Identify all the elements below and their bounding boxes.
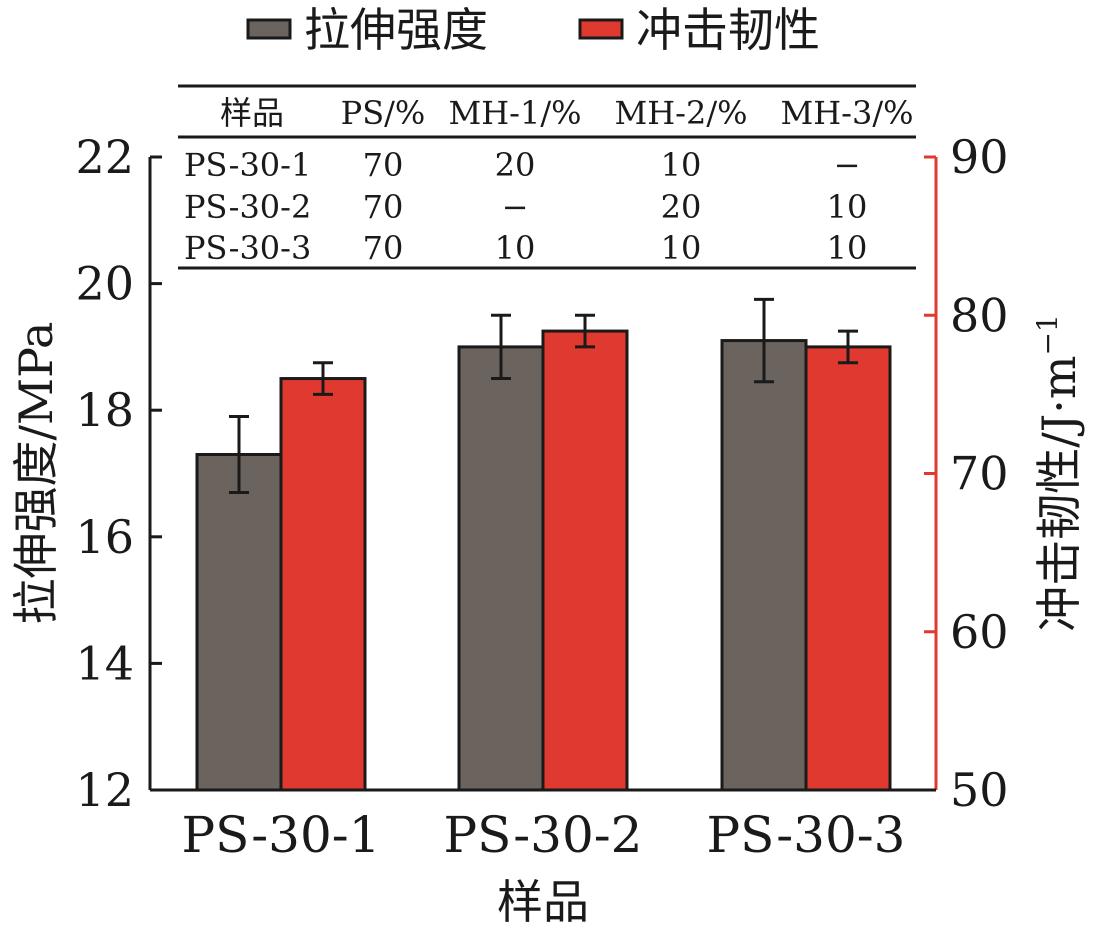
bar-impact-ps-30-1 [279,377,367,792]
table-cell: 10 [495,229,536,267]
legend-label-impact: 冲击韧性 [636,3,820,57]
legend-swatch-tensile [246,18,292,40]
table-cell: − [502,188,529,226]
table-header-cell: MH-3/% [780,94,913,132]
table-cell: 10 [661,146,702,184]
table-header-cell: PS/% [341,94,426,132]
right-axis-title: 冲击韧性/J·m−1 [1031,314,1086,631]
table-cell: 70 [363,188,404,226]
right-tick-label: 70 [950,447,1009,501]
right-tick-label: 80 [950,288,1009,342]
right-axis-title-exp: −1 [1031,314,1064,355]
left-tick-label: 12 [75,763,134,817]
table-header-cell: 样品 [220,94,284,132]
right-tick-label: 90 [950,130,1009,184]
right-axis: 50 60 70 80 90 [924,130,1009,817]
x-axis-title: 样品 [497,875,589,929]
legend-label-tensile: 拉伸强度 [304,3,488,57]
table-cell: PS-30-1 [184,146,311,184]
left-tick-label: 16 [75,510,134,564]
table-cell: 20 [495,146,536,184]
x-tick-label: PS-30-3 [707,806,906,864]
bar-impact-ps-30-2 [541,329,629,792]
x-tick-label: PS-30-1 [182,806,381,864]
table-cell: PS-30-2 [184,188,311,226]
left-axis: 12 14 16 18 20 22 [75,130,162,817]
left-tick-label: 20 [75,257,134,311]
legend: 拉伸强度 冲击韧性 [246,3,820,57]
legend-swatch-impact [578,18,624,40]
table-cell: 10 [661,229,702,267]
composition-table: 样品 PS/% MH-1/% MH-2/% MH-3/%PS-30-1 70 20 10 −PS… [178,84,916,270]
table-cell: 20 [661,188,702,226]
table-cell: PS-30-3 [184,229,311,267]
table-cell: 10 [827,188,868,226]
bar-tensile-ps-30-1 [195,453,283,792]
table-cell: 70 [363,146,404,184]
table-header-cell: MH-1/% [448,94,581,132]
table-cell: − [834,146,861,184]
right-tick-label: 50 [950,763,1009,817]
bar-tensile-ps-30-3 [720,339,808,792]
left-tick-label: 14 [75,636,134,690]
right-axis-title-main: 冲击韧性/J·m [1032,356,1086,632]
x-tick-label: PS-30-2 [444,806,643,864]
table-cell: 10 [827,229,868,267]
right-tick-label: 60 [950,605,1009,659]
left-tick-label: 22 [75,130,134,184]
table-cell: 70 [363,229,404,267]
left-axis-title: 拉伸强度/MPa [9,322,63,625]
bar-impact-ps-30-3 [804,345,892,792]
table-header-cell: MH-2/% [614,94,747,132]
bar-tensile-ps-30-2 [457,345,545,792]
left-tick-label: 18 [75,383,134,437]
